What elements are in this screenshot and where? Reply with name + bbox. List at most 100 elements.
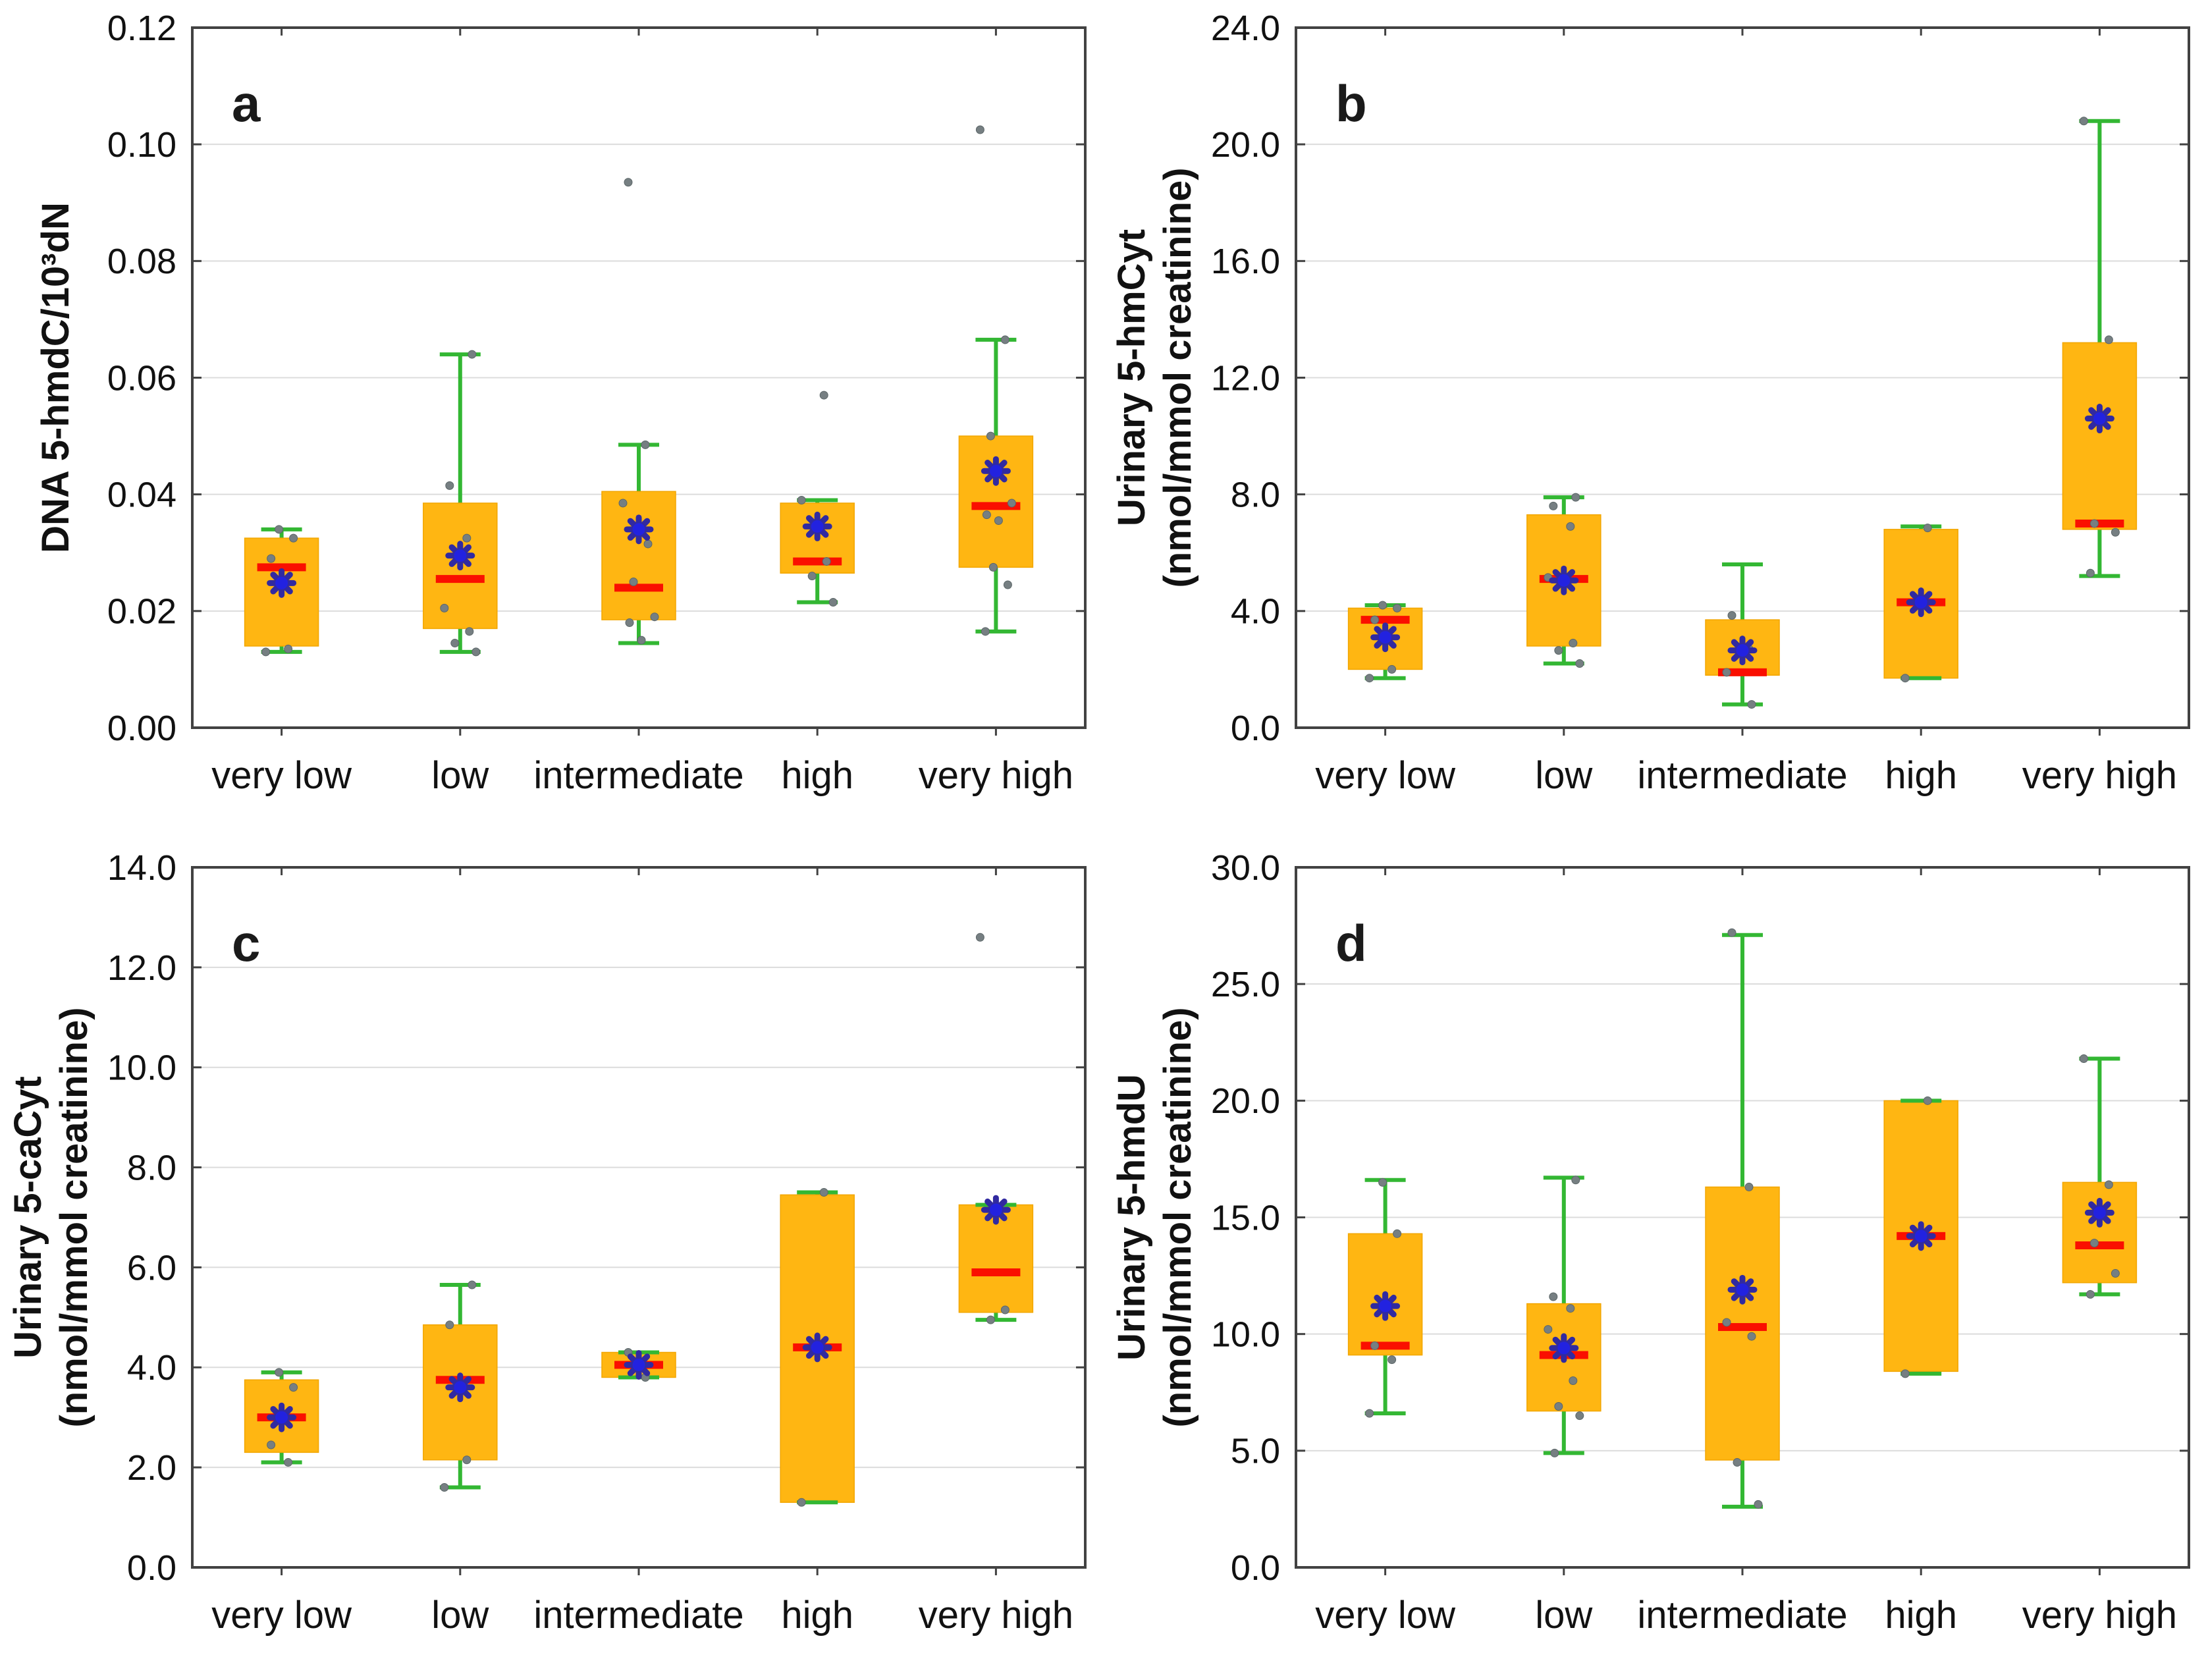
panel-c-svg: 0.0 2.0 4.0 6.0 8.0 10.0 12.0 14.0 very low low in… <box>7 848 1087 1637</box>
median-line <box>793 557 842 566</box>
data-point <box>625 618 634 628</box>
mean-star-center <box>454 1381 467 1394</box>
data-point <box>1549 501 1558 510</box>
data-point <box>797 1498 806 1507</box>
data-point <box>1365 1409 1374 1418</box>
mean-star-center <box>811 1341 824 1354</box>
data-point <box>986 1315 995 1324</box>
data-point <box>1370 615 1380 624</box>
data-point <box>2104 1180 2113 1189</box>
data-point <box>2111 1269 2120 1278</box>
mean-star-center <box>1379 631 1392 644</box>
data-point <box>440 1483 449 1492</box>
y-tick-label: 0.02 <box>107 592 176 632</box>
mean-star-center <box>275 1411 288 1424</box>
y-tick-label: 0.00 <box>107 709 176 748</box>
category-label: very low <box>1315 754 1456 797</box>
data-point <box>986 431 995 441</box>
median-line <box>257 563 306 572</box>
panel-d-svg: 0.0 5.0 10.0 15.0 20.0 25.0 30.0 very low low int… <box>1110 848 2190 1637</box>
plot-background <box>192 867 1085 1567</box>
category-label: high <box>1885 754 1957 797</box>
data-point <box>1727 928 1737 937</box>
data-point <box>1571 493 1580 502</box>
y-tick-label: 6.0 <box>127 1248 176 1287</box>
category-label: very high <box>2022 754 2177 797</box>
y-tick-label: 5.0 <box>1231 1432 1280 1471</box>
category-label: low <box>431 1594 489 1637</box>
category-label: very high <box>919 1594 1073 1637</box>
mean-marker <box>2084 1197 2114 1228</box>
y-tick-label: 4.0 <box>1231 592 1280 632</box>
panel-a: 0.00 0.02 0.04 0.06 0.08 0.10 0.12 very low low i… <box>0 0 1104 840</box>
data-point <box>462 1455 471 1465</box>
y-axis-label: (nmol/mmol creatinine) <box>53 1007 95 1427</box>
mean-star-center <box>632 523 645 536</box>
data-point <box>1554 646 1563 655</box>
y-axis-label: Urinary 5-caCyt <box>7 1076 49 1359</box>
mean-star-center <box>1914 596 1927 609</box>
data-point <box>1365 674 1374 683</box>
data-point <box>624 178 633 187</box>
mean-marker <box>981 1195 1011 1225</box>
mean-star-center <box>1736 644 1749 657</box>
mean-marker <box>1549 565 1579 595</box>
data-point <box>982 510 991 520</box>
panel-c: 0.0 2.0 4.0 6.0 8.0 10.0 12.0 14.0 very low low in… <box>0 840 1104 1680</box>
mean-star-center <box>2093 412 2106 425</box>
y-tick-label: 0.08 <box>107 242 176 281</box>
mean-marker <box>445 541 475 571</box>
mean-star-center <box>989 1203 1002 1216</box>
box-iqr <box>244 537 319 647</box>
mean-star-center <box>811 520 824 533</box>
median-line <box>1360 1341 1410 1350</box>
data-point <box>284 644 293 653</box>
data-point <box>797 496 806 505</box>
data-point <box>1387 1355 1397 1365</box>
y-tick-label: 20.0 <box>1211 1081 1280 1121</box>
data-point <box>1566 1304 1575 1313</box>
category-label: intermediate <box>533 754 743 797</box>
data-point <box>2089 1238 2099 1247</box>
category-label: high <box>781 754 853 797</box>
y-tick-label: 2.0 <box>127 1448 176 1488</box>
category-label: intermediate <box>1637 754 1847 797</box>
data-point <box>1393 603 1402 612</box>
median-line <box>2075 1241 2124 1250</box>
data-point <box>1722 1318 1731 1327</box>
y-tick-label: 12.0 <box>107 948 176 988</box>
data-point <box>822 557 831 566</box>
data-point <box>1722 668 1731 677</box>
data-point <box>1000 1305 1010 1314</box>
mean-star-center <box>1557 1341 1571 1355</box>
median-line <box>2075 519 2124 528</box>
data-point <box>650 612 659 622</box>
box-iqr <box>601 491 676 620</box>
mean-star-center <box>275 576 288 589</box>
category-label: very low <box>1315 1594 1456 1637</box>
y-tick-label: 0.0 <box>1231 709 1280 748</box>
y-tick-label: 16.0 <box>1211 242 1280 281</box>
data-point <box>1007 499 1016 508</box>
y-tick-label: 0.0 <box>127 1548 176 1588</box>
category-label: high <box>781 1594 853 1637</box>
data-point <box>1733 1458 1742 1467</box>
mean-marker <box>981 456 1011 486</box>
data-point <box>471 647 481 657</box>
y-tick-label: 10.0 <box>1211 1315 1280 1355</box>
data-point <box>2086 568 2095 578</box>
data-point <box>643 539 653 549</box>
y-axis-label: (nmol/mmol creatinine) <box>1156 1007 1199 1427</box>
category-label: low <box>431 754 489 797</box>
data-point <box>1550 1448 1559 1457</box>
panel-d-letter: d <box>1335 914 1367 972</box>
data-point <box>1393 1229 1402 1238</box>
data-point <box>618 499 628 508</box>
y-axis-label: DNA 5-hmdC/10³dN <box>34 202 77 553</box>
data-point <box>1566 522 1575 531</box>
data-point <box>445 481 454 490</box>
data-point <box>1378 1178 1387 1187</box>
data-point <box>1747 1332 1756 1341</box>
panel-c-letter: c <box>232 914 261 972</box>
panel-b-letter: b <box>1335 74 1367 132</box>
